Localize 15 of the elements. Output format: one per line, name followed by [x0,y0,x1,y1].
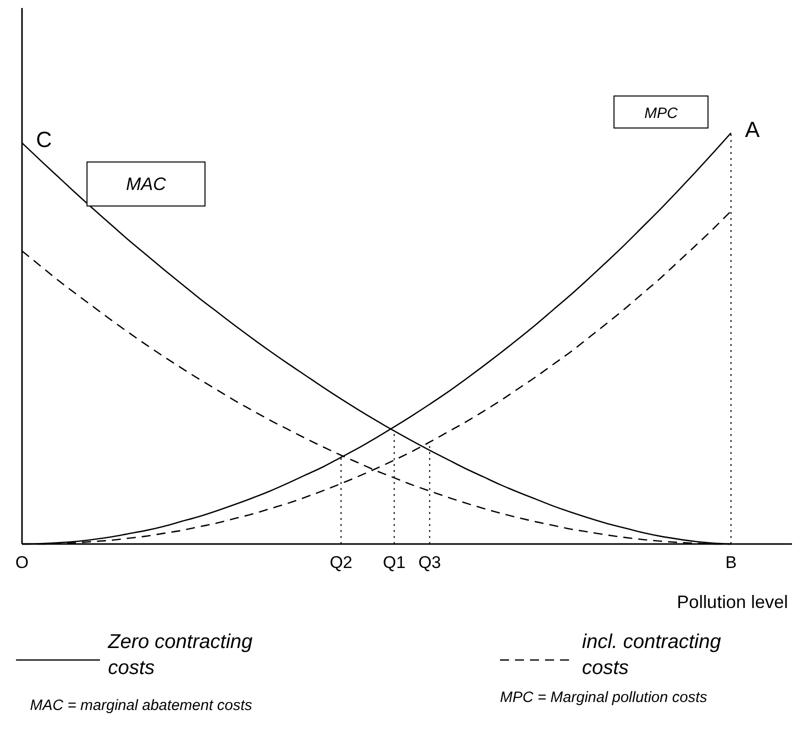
label-box: MPC [614,96,708,128]
annotation: MAC [126,174,167,194]
x-tick-label: Q1 [382,553,406,572]
legend-label: incl. contracting costs [582,631,721,679]
x-axis-title: Pollution level [676,592,788,612]
x-tick-label: Q2 [330,553,352,572]
annotation: C [36,126,52,152]
x-tick-label: Q3 [418,553,442,572]
annotation: A [745,117,760,142]
text: MAC = marginal abatement costs [30,697,253,714]
legend-label: Zero contracting costs [107,631,253,679]
label-box: MAC [86,162,206,206]
text: MPC = Marginal pollution costs [500,689,708,706]
x-tick-label: B [725,553,737,572]
x-tick-label: O [15,553,29,572]
